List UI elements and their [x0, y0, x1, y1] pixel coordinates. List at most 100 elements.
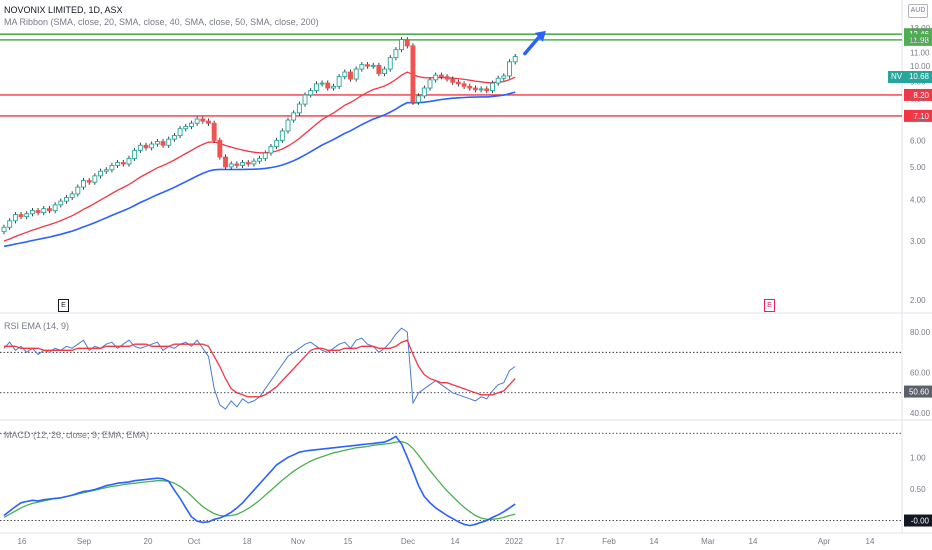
candle-body [46, 208, 52, 212]
time-tick-label: 14 [650, 537, 659, 546]
candle-body [319, 82, 325, 85]
candle-body [478, 88, 484, 91]
time-tick-label: 17 [556, 537, 565, 546]
price-tick-label: 2.00 [910, 296, 926, 305]
time-tick-label: 20 [144, 537, 153, 546]
candle-body [211, 122, 217, 141]
rsi-value-tag-bg [904, 385, 932, 398]
candle-body [325, 82, 331, 89]
candle-body [251, 160, 257, 165]
time-tick-label: 14 [749, 537, 758, 546]
candle-body [234, 163, 240, 166]
level-tag-label: 7.10 [913, 112, 929, 121]
macd-pane: -0.00 [3, 435, 932, 527]
candle-body [404, 39, 410, 47]
ma-slow-line [3, 91, 516, 248]
candle-body [484, 88, 490, 92]
candle-body [18, 214, 24, 218]
candle-body [115, 162, 121, 166]
candle-body [35, 210, 41, 214]
candle-body [1, 226, 7, 233]
candle-body [257, 157, 263, 162]
candle-body [376, 64, 382, 75]
candle-body [228, 163, 234, 168]
macd-value-tag-bg [904, 514, 932, 527]
candle-body [359, 64, 365, 70]
ma-ribbon-legend[interactable]: MA Ribbon (SMA, close, 20, SMA, close, 4… [4, 17, 319, 27]
candle-body [58, 200, 64, 206]
earnings-flag[interactable]: E [58, 299, 69, 312]
candle-body [92, 175, 98, 183]
time-tick-label: Sep [77, 537, 92, 546]
candle-body [313, 83, 319, 92]
level-tag-bg [904, 88, 932, 101]
time-tick-label: Dec [401, 537, 415, 546]
candle-body [109, 164, 115, 171]
level-tag-bg [904, 33, 932, 46]
candle-body [285, 119, 291, 132]
candle-body [52, 204, 58, 212]
time-tick-label: 16 [18, 537, 27, 546]
candle-body [223, 156, 228, 168]
candle-body [387, 57, 393, 70]
price-tick-label: 7.00 [910, 114, 926, 123]
price-tick-label: 12.00 [910, 36, 931, 45]
rsi-value-tag: 50.60 [909, 388, 930, 397]
macd-legend[interactable]: MACD (12, 26, close, 9, EMA, EMA) [4, 430, 150, 440]
candle-body [240, 162, 246, 166]
candle-body [427, 79, 433, 89]
candle-body [433, 74, 439, 81]
price-tick-label: 8.00 [910, 95, 926, 104]
level-tag-label: 8.20 [913, 91, 929, 100]
candle-body [370, 64, 376, 67]
candle-body [450, 78, 456, 83]
symbol-title: NOVONIX LIMITED, 1D, ASX [4, 5, 123, 15]
macd-tick-label: 1.00 [910, 453, 926, 462]
macd-line [3, 435, 516, 527]
chart-title: NOVONIX LIMITED, 1D, ASX [4, 5, 123, 15]
time-tick-label: Mar [701, 537, 715, 546]
candle-body [455, 81, 461, 85]
candle-body [86, 180, 92, 183]
candle-body [120, 162, 126, 165]
candle-body [64, 197, 69, 202]
time-tick-label: Nov [291, 537, 305, 546]
candle-body [217, 139, 223, 158]
candle-body [296, 103, 302, 114]
candle-body [7, 220, 13, 228]
candle-body [75, 186, 81, 195]
candle-body [81, 180, 86, 188]
candle-body [308, 90, 314, 96]
time-tick-label: Oct [188, 537, 201, 546]
candle-body [421, 87, 427, 97]
trend-arrow-head [534, 30, 546, 42]
earnings-flag-upcoming[interactable]: E [764, 299, 775, 312]
rsi-legend[interactable]: RSI EMA (14, 9) [4, 321, 70, 331]
candle-body [137, 144, 143, 151]
horizontal-levels: 12.4611.988.207.10 [0, 28, 932, 122]
candle-body [353, 68, 359, 80]
level-tag-label: 11.98 [910, 36, 930, 45]
candle-body [143, 144, 149, 149]
price-tick-label: 5.00 [910, 163, 926, 172]
candle-body [132, 149, 138, 159]
level-tag-bg [904, 109, 932, 122]
candle-body [103, 169, 109, 172]
time-tick-label: 14 [451, 537, 460, 546]
annotations [523, 30, 546, 56]
candle-body [348, 71, 353, 80]
candle-body [336, 76, 342, 87]
time-tick-label: Feb [602, 537, 616, 546]
candle-body [126, 157, 132, 165]
candle-body [200, 118, 206, 122]
rsi-ema-line [4, 339, 516, 398]
candle-body [69, 193, 75, 198]
candle-body [490, 82, 495, 92]
currency-label[interactable]: AUD [908, 4, 928, 18]
candle-body [393, 49, 399, 59]
candle-body [279, 130, 285, 141]
candle-body [24, 213, 30, 218]
candle-body [268, 146, 274, 154]
candle-body [274, 139, 280, 147]
